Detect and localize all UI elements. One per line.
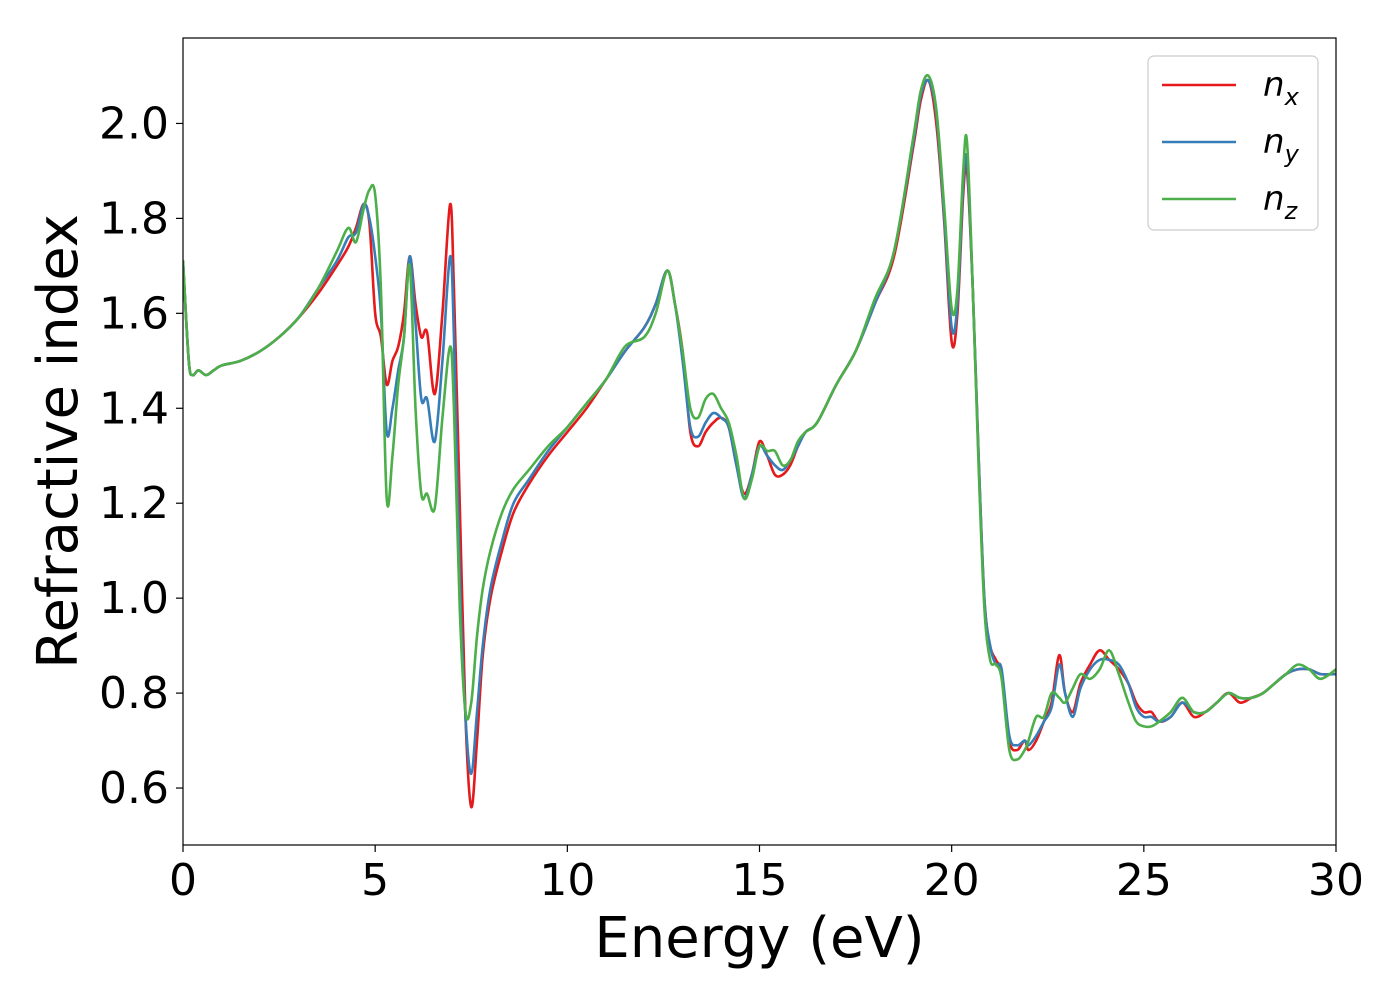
- y-tick-label: 0.8: [99, 668, 169, 719]
- y-tick-label: 1.4: [99, 383, 169, 434]
- y-tick-label: 0.6: [99, 763, 169, 814]
- y-axis-label: Refractive index: [26, 214, 91, 669]
- x-tick-label: 30: [1308, 855, 1364, 906]
- x-tick-label: 20: [924, 855, 980, 906]
- y-tick-label: 1.8: [99, 193, 169, 244]
- series-line-y: [183, 78, 1336, 776]
- y-tick-label: 1.2: [99, 478, 169, 529]
- y-axis-ticks: 0.6 0.8 1.0 1.2 1.4 1.6 1.8 2.0: [99, 98, 183, 814]
- x-tick-label: 0: [169, 855, 197, 906]
- x-tick-label: 10: [539, 855, 595, 906]
- y-tick-label: 1.0: [99, 573, 169, 624]
- x-axis-label: Energy (eV): [594, 906, 924, 971]
- x-tick-label: 25: [1116, 855, 1172, 906]
- series-line-z: [183, 73, 1336, 762]
- legend-label-z: nz: [1263, 179, 1299, 225]
- y-tick-label: 2.0: [99, 98, 169, 149]
- legend-label-y: ny: [1263, 122, 1300, 168]
- x-tick-label: 5: [361, 855, 389, 906]
- series-lines: [183, 73, 1336, 809]
- x-axis-ticks: 0 5 10 15 20 25 30: [169, 845, 1364, 906]
- y-tick-label: 1.6: [99, 288, 169, 339]
- legend-label-x: nx: [1263, 65, 1300, 111]
- x-tick-label: 15: [732, 855, 788, 906]
- legend: nx ny nz: [1147, 55, 1319, 231]
